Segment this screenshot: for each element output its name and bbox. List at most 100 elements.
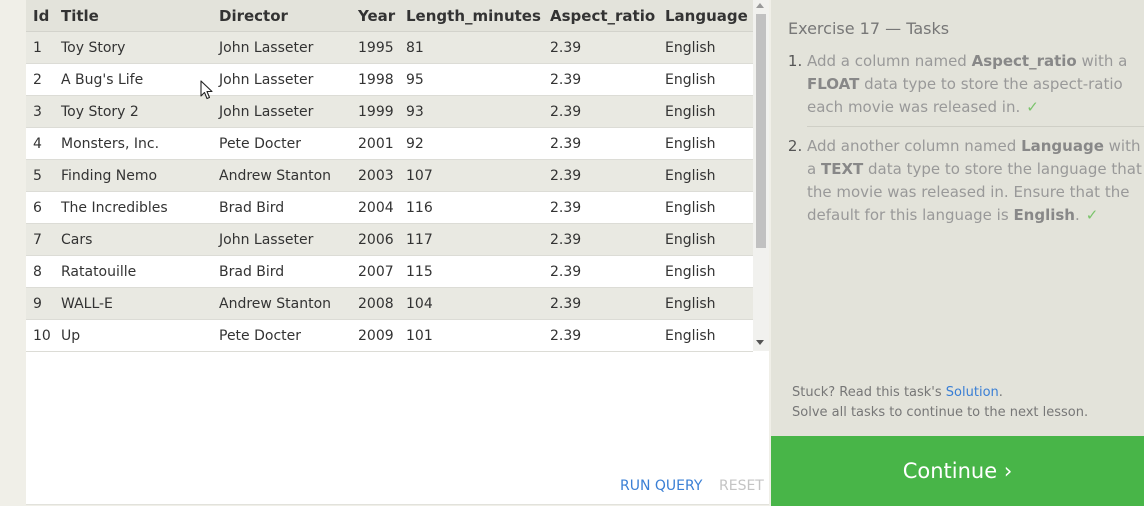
table-row: 8 Ratatouille Brad Bird 2007 115 2.39 En… xyxy=(26,255,753,288)
table-cell: 2.39 xyxy=(543,287,658,320)
task-item: Add a column named Aspect_ratio with a F… xyxy=(807,50,1144,127)
table-cell: 2.39 xyxy=(543,223,658,256)
table-cell: 3 xyxy=(26,95,54,128)
table-cell: 2001 xyxy=(351,127,399,160)
table-cell: 2004 xyxy=(351,191,399,224)
table-cell: John Lasseter xyxy=(212,31,351,64)
table-cell: Pete Docter xyxy=(212,319,351,352)
table-cell: 2006 xyxy=(351,223,399,256)
table-cell: 6 xyxy=(26,191,54,224)
table-cell: Ratatouille xyxy=(54,255,212,288)
table-cell: 4 xyxy=(26,127,54,160)
task-keyword: Aspect_ratio xyxy=(971,52,1077,70)
table-cell: English xyxy=(658,255,753,288)
column-header: Length_minutes xyxy=(399,0,543,32)
run-query-button[interactable]: RUN QUERY xyxy=(620,478,703,494)
table-cell: 1998 xyxy=(351,63,399,96)
table-cell: 9 xyxy=(26,287,54,320)
table-cell: 2003 xyxy=(351,159,399,192)
column-header: Id xyxy=(26,0,54,32)
task-text: Add another column named xyxy=(807,137,1022,155)
stuck-line: Stuck? Read this task's Solution. xyxy=(792,383,1088,403)
scroll-thumb[interactable] xyxy=(756,14,766,248)
table-cell: Toy Story 2 xyxy=(54,95,212,128)
column-header: Language xyxy=(658,0,753,32)
task-keyword: FLOAT xyxy=(807,75,860,93)
continue-button[interactable]: Continue › xyxy=(771,436,1144,506)
table-cell: 104 xyxy=(399,287,543,320)
results-table: Id Title Director Year Length_minutes As… xyxy=(26,0,753,352)
table-cell: Brad Bird xyxy=(212,191,351,224)
results-scrollbar[interactable] xyxy=(753,0,769,351)
table-cell: English xyxy=(658,319,753,352)
column-header: Director xyxy=(212,0,351,32)
table-cell: 2.39 xyxy=(543,319,658,352)
scroll-up-arrow-icon[interactable] xyxy=(756,3,764,8)
table-cell: 93 xyxy=(399,95,543,128)
table-row: 3 Toy Story 2 John Lasseter 1999 93 2.39… xyxy=(26,95,753,128)
tasks-panel: Exercise 17 — Tasks Add a column named A… xyxy=(771,0,1144,436)
task-text: with a xyxy=(1076,52,1128,70)
task-text: data type to store the aspect-ratio each… xyxy=(807,75,1123,116)
task-keyword: Language xyxy=(1021,137,1104,155)
table-cell: Monsters, Inc. xyxy=(54,127,212,160)
table-cell: Cars xyxy=(54,223,212,256)
table-cell: 101 xyxy=(399,319,543,352)
task-item: Add another column named Language with a… xyxy=(807,135,1144,234)
table-cell: English xyxy=(658,287,753,320)
table-row: 1 Toy Story John Lasseter 1995 81 2.39 E… xyxy=(26,31,753,64)
tasks-title: Exercise 17 — Tasks xyxy=(788,19,950,38)
table-cell: 2 xyxy=(26,63,54,96)
table-cell: 2.39 xyxy=(543,63,658,96)
table-row: 2 A Bug's Life John Lasseter 1998 95 2.3… xyxy=(26,63,753,96)
table-cell: English xyxy=(658,191,753,224)
column-header: Title xyxy=(54,0,212,32)
stuck-suffix: . xyxy=(998,385,1003,400)
column-header: Aspect_ratio xyxy=(543,0,658,32)
task-text: data type to store the language that the… xyxy=(807,160,1142,224)
table-header-row: Id Title Director Year Length_minutes As… xyxy=(26,0,753,32)
table-cell: 2.39 xyxy=(543,95,658,128)
table-row: 4 Monsters, Inc. Pete Docter 2001 92 2.3… xyxy=(26,127,753,160)
table-cell: Toy Story xyxy=(54,31,212,64)
scroll-down-arrow-icon[interactable] xyxy=(756,340,764,345)
table-cell: Pete Docter xyxy=(212,127,351,160)
table-row: 5 Finding Nemo Andrew Stanton 2003 107 2… xyxy=(26,159,753,192)
table-cell: English xyxy=(658,127,753,160)
table-cell: 95 xyxy=(399,63,543,96)
table-cell: 1 xyxy=(26,31,54,64)
task-list: Add a column named Aspect_ratio with a F… xyxy=(791,50,1144,242)
table-cell: 2.39 xyxy=(543,255,658,288)
solution-link[interactable]: Solution xyxy=(945,385,999,400)
checkmark-icon: ✓ xyxy=(1085,206,1099,224)
task-text: Add a column named xyxy=(807,52,972,70)
table-row: 6 The Incredibles Brad Bird 2004 116 2.3… xyxy=(26,191,753,224)
table-cell: John Lasseter xyxy=(212,223,351,256)
task-text: with a xyxy=(807,137,1141,178)
table-cell: Up xyxy=(54,319,212,352)
table-cell: 2009 xyxy=(351,319,399,352)
table-cell: 2.39 xyxy=(543,127,658,160)
stuck-prefix: Stuck? Read this task's xyxy=(792,385,946,400)
table-cell: English xyxy=(658,31,753,64)
table-cell: 1999 xyxy=(351,95,399,128)
reset-button[interactable]: RESET xyxy=(719,478,764,494)
table-cell: 92 xyxy=(399,127,543,160)
hint-text: Stuck? Read this task's Solution. Solve … xyxy=(792,383,1088,423)
table-cell: John Lasseter xyxy=(212,95,351,128)
table-cell: 107 xyxy=(399,159,543,192)
table-row: 9 WALL-E Andrew Stanton 2008 104 2.39 En… xyxy=(26,287,753,320)
table-cell: A Bug's Life xyxy=(54,63,212,96)
mouse-pointer-icon xyxy=(200,80,213,100)
table-cell: 81 xyxy=(399,31,543,64)
table-cell: English xyxy=(658,63,753,96)
column-header: Year xyxy=(351,0,399,32)
table-cell: 2007 xyxy=(351,255,399,288)
table-cell: 2.39 xyxy=(543,191,658,224)
table-cell: English xyxy=(658,223,753,256)
query-results-panel: Id Title Director Year Length_minutes As… xyxy=(26,0,769,505)
table-cell: 7 xyxy=(26,223,54,256)
task-text: . xyxy=(1075,206,1080,224)
table-cell: 117 xyxy=(399,223,543,256)
task-keyword: English xyxy=(1013,206,1075,224)
